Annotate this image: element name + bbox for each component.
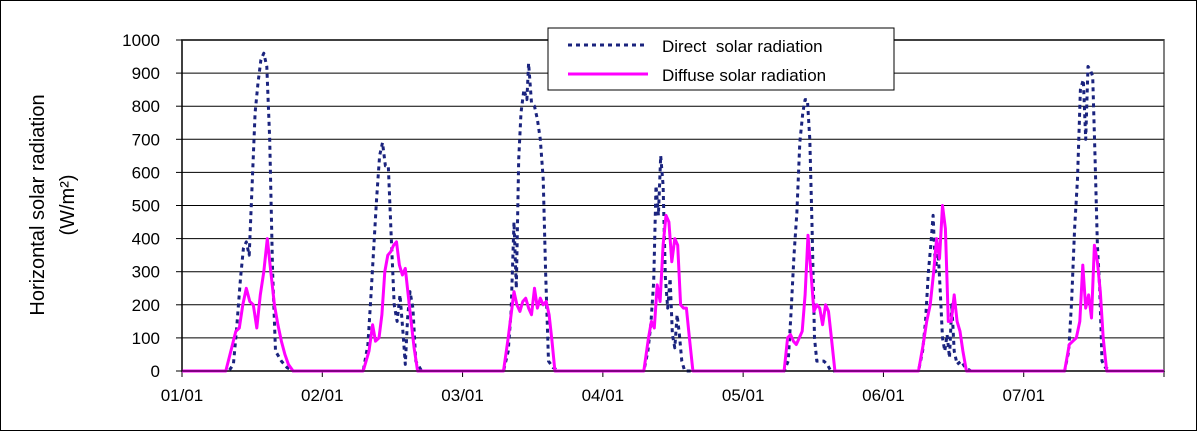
y-tick-label: 100 — [132, 329, 160, 348]
x-tick-label: 03/01 — [441, 386, 484, 405]
y-tick-label: 400 — [132, 230, 160, 249]
y-axis-label-line1: Horizontal solar radiation — [27, 94, 49, 315]
x-axis-ticks: 01/01 02/01 03/01 04/01 05/01 06/01 07/01 — [161, 371, 1165, 405]
legend: Direct solar radiation Diffuse solar rad… — [547, 27, 895, 91]
y-tick-label: 800 — [132, 97, 160, 116]
y-tick-label: 700 — [132, 130, 160, 149]
legend-label-direct: Direct solar radiation — [662, 37, 823, 56]
y-axis-label-line2: (W/m²) — [57, 174, 79, 235]
series-line-diffuse — [182, 204, 1164, 373]
y-axis-ticks: 0 100 200 300 400 500 600 700 800 900 1000 — [122, 31, 182, 381]
x-tick-label: 05/01 — [722, 386, 765, 405]
series-line-direct — [182, 51, 1164, 373]
y-tick-label: 1000 — [122, 31, 160, 50]
x-tick-label: 01/01 — [161, 386, 204, 405]
y-tick-label: 0 — [151, 362, 160, 381]
y-tick-label: 300 — [132, 263, 160, 282]
series-lines — [182, 51, 1164, 373]
legend-box — [547, 27, 895, 91]
y-tick-label: 500 — [132, 197, 160, 216]
legend-label-diffuse: Diffuse solar radiation — [662, 66, 826, 85]
y-tick-label: 900 — [132, 64, 160, 83]
y-tick-label: 200 — [132, 296, 160, 315]
x-tick-label: 07/01 — [1002, 386, 1045, 405]
y-tick-label: 600 — [132, 163, 160, 182]
x-tick-label: 04/01 — [582, 386, 625, 405]
x-tick-label: 02/01 — [301, 386, 344, 405]
x-tick-label: 06/01 — [862, 386, 905, 405]
